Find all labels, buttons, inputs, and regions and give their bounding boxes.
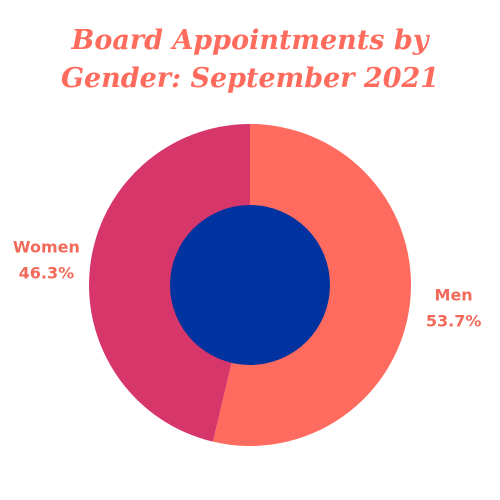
chart-title: Board Appointments by Gender: September … [60, 25, 440, 94]
donut-hole [170, 205, 330, 365]
value-label: 53.7% [426, 311, 482, 330]
pie-slice [88, 124, 250, 442]
slice-label: Women [13, 238, 80, 257]
value-label: 46.3% [19, 264, 75, 283]
slice-label: Men [435, 285, 473, 304]
